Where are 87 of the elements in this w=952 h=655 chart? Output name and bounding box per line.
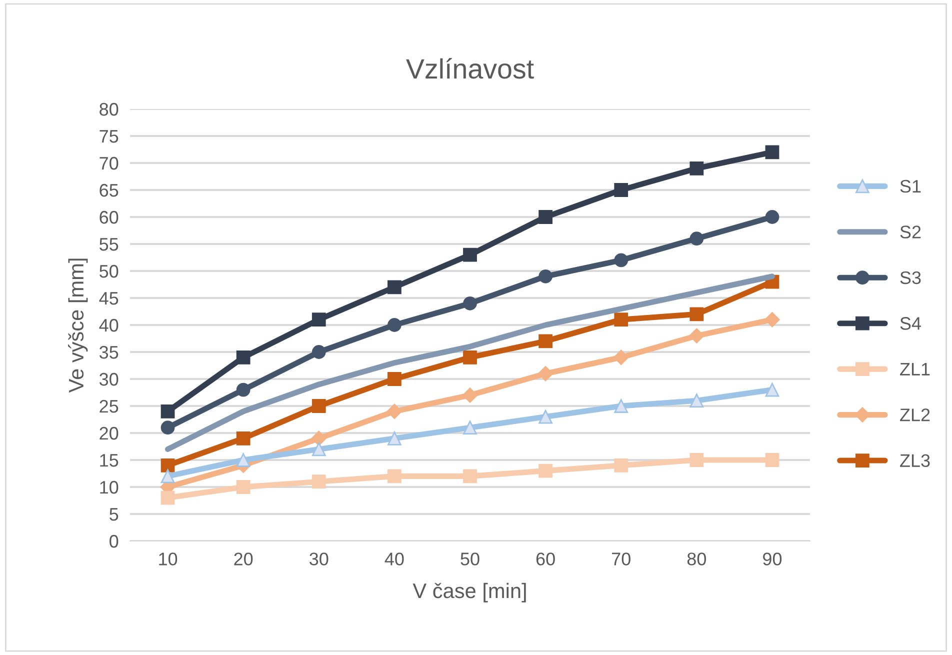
point [614,183,628,197]
point [463,350,477,364]
point [614,350,629,365]
x-tick-label: 90 [763,552,782,566]
y-tick-label: 75 [100,130,118,143]
legend-label: ZL3 [900,454,930,468]
x-axis-title: V čase [min] [412,582,526,602]
point [312,474,326,489]
x-tick-label: 80 [687,552,706,566]
chart-title: Vzlínavost [406,58,534,79]
x-tick-label: 30 [310,552,328,566]
y-tick-label: 20 [100,426,118,440]
legend-label: S1 [900,180,921,193]
y-tick-label: 40 [99,318,118,332]
point [614,253,628,268]
point [690,307,704,322]
legend-label: S2 [900,226,921,238]
y-tick-label: 5 [110,508,118,521]
point [538,269,552,284]
point [463,248,477,262]
point [463,469,477,484]
x-tick-label: 50 [460,552,480,566]
point [538,410,552,424]
point [236,453,250,467]
x-tick-label: 70 [612,552,630,566]
point [312,442,326,456]
point [614,312,628,327]
legend-label: S4 [900,317,921,330]
point [463,420,477,435]
y-tick-label: 60 [100,210,118,224]
point [160,458,175,472]
y-tick-label: 25 [100,400,118,413]
point [765,145,780,160]
y-tick-label: 0 [110,534,118,548]
point [312,312,326,327]
point [388,431,402,446]
point [463,296,477,310]
point [538,366,554,382]
point [160,420,175,435]
x-tick-label: 60 [536,552,555,566]
point [388,372,402,386]
y-tick-label: 55 [100,238,118,251]
point [312,399,326,413]
y-tick-label: 35 [99,346,118,359]
point [236,350,250,364]
point [388,280,402,294]
point [462,388,478,403]
point [689,328,704,344]
point [690,161,704,176]
point [765,453,780,467]
point [388,318,402,332]
point [311,430,326,446]
point [236,382,250,397]
point [764,312,780,328]
legend-label: S3 [900,271,921,284]
point [388,469,402,484]
y-tick-label: 70 [100,156,118,170]
point [690,232,704,246]
x-tick-label: 20 [234,552,253,566]
point [614,399,628,413]
y-tick-label: 30 [99,372,118,386]
point [765,382,780,397]
point [312,345,326,359]
point [690,394,704,408]
point [690,453,704,467]
x-tick-label: 40 [384,552,404,566]
y-tick-label: 15 [100,454,118,467]
point [614,458,628,472]
legend-label: ZL2 [900,408,930,422]
point [538,210,552,224]
point [538,334,552,348]
point [538,464,552,478]
point [236,480,250,494]
point [160,404,175,418]
point [765,210,780,224]
point [160,469,175,484]
y-tick-label: 50 [100,264,118,278]
y-tick-label: 10 [100,480,118,494]
point [236,431,250,446]
legend-label: ZL1 [900,362,930,376]
point [160,490,175,505]
x-tick-label: 10 [159,552,178,566]
y-tick-label: 45 [99,292,118,305]
y-tick-label: 65 [100,184,118,197]
point [386,404,402,419]
y-tick-label: 80 [100,102,118,116]
y-axis-title: Ve výšce [mm] [68,258,88,393]
